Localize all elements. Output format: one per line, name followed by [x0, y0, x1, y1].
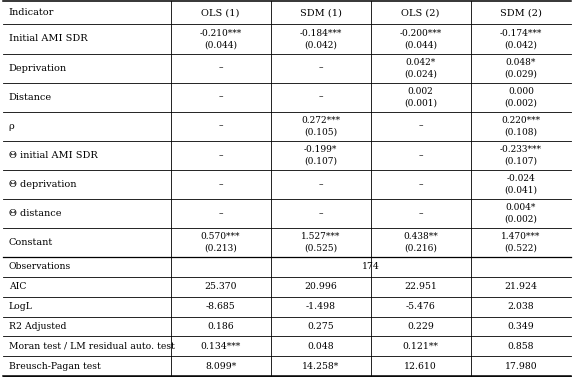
Text: OLS (2): OLS (2): [401, 8, 440, 17]
Text: –: –: [418, 122, 423, 131]
Text: 0.186: 0.186: [207, 322, 234, 331]
Text: R2 Adjusted: R2 Adjusted: [9, 322, 66, 331]
Text: 0.858: 0.858: [507, 342, 534, 351]
Text: -8.685: -8.685: [205, 302, 235, 311]
Text: –: –: [218, 122, 223, 131]
Text: -0.184***
(0.042): -0.184*** (0.042): [299, 29, 342, 49]
Text: -1.498: -1.498: [305, 302, 336, 311]
Text: 17.980: 17.980: [505, 362, 537, 371]
Text: OLS (1): OLS (1): [201, 8, 240, 17]
Text: -0.210***
(0.044): -0.210*** (0.044): [199, 29, 242, 49]
Text: –: –: [218, 64, 223, 72]
Text: -0.199*
(0.107): -0.199* (0.107): [304, 145, 337, 166]
Text: Initial AMI SDR: Initial AMI SDR: [9, 34, 87, 43]
Text: –: –: [218, 93, 223, 102]
Text: 0.121**: 0.121**: [402, 342, 439, 351]
Text: 1.527***
(0.525): 1.527*** (0.525): [301, 232, 340, 253]
Text: 0.000
(0.002): 0.000 (0.002): [505, 87, 537, 107]
Text: 2.038: 2.038: [507, 302, 534, 311]
Text: Distance: Distance: [9, 93, 52, 102]
Text: 0.048*
(0.029): 0.048* (0.029): [505, 58, 537, 78]
Text: 0.134***: 0.134***: [200, 342, 241, 351]
Text: 0.002
(0.001): 0.002 (0.001): [404, 87, 437, 107]
Text: Observations: Observations: [9, 262, 71, 271]
Text: -0.200***
(0.044): -0.200*** (0.044): [400, 29, 441, 49]
Text: 0.570***
(0.213): 0.570*** (0.213): [201, 232, 241, 253]
Text: 174: 174: [362, 262, 380, 271]
Text: –: –: [218, 151, 223, 160]
Text: 25.370: 25.370: [204, 282, 236, 291]
Text: -0.024
(0.041): -0.024 (0.041): [505, 174, 537, 195]
Text: –: –: [318, 64, 323, 72]
Text: –: –: [318, 93, 323, 102]
Text: 0.272***
(0.105): 0.272*** (0.105): [301, 116, 340, 136]
Text: –: –: [218, 180, 223, 189]
Text: 0.220***
(0.108): 0.220*** (0.108): [501, 116, 540, 136]
Text: 22.951: 22.951: [404, 282, 437, 291]
Text: SDM (2): SDM (2): [500, 8, 542, 17]
Text: 0.229: 0.229: [407, 322, 434, 331]
Text: –: –: [318, 209, 323, 218]
Text: Breusch-Pagan test: Breusch-Pagan test: [9, 362, 100, 371]
Text: –: –: [418, 151, 423, 160]
Text: 0.438**
(0.216): 0.438** (0.216): [403, 232, 438, 253]
Text: 0.004*
(0.002): 0.004* (0.002): [505, 203, 537, 224]
Text: Deprivation: Deprivation: [9, 64, 67, 72]
Text: -0.233***
(0.107): -0.233*** (0.107): [500, 145, 542, 166]
Text: 0.048: 0.048: [307, 342, 334, 351]
Text: –: –: [418, 180, 423, 189]
Text: LogL: LogL: [9, 302, 33, 311]
Text: -5.476: -5.476: [406, 302, 436, 311]
Text: Constant: Constant: [9, 238, 53, 247]
Text: –: –: [318, 180, 323, 189]
Text: SDM (1): SDM (1): [300, 8, 342, 17]
Text: 0.042*
(0.024): 0.042* (0.024): [404, 58, 437, 78]
Text: Indicator: Indicator: [9, 8, 54, 17]
Text: 8.099*: 8.099*: [205, 362, 236, 371]
Text: –: –: [218, 209, 223, 218]
Text: 1.470***
(0.522): 1.470*** (0.522): [501, 232, 541, 253]
Text: Θ deprivation: Θ deprivation: [9, 180, 76, 189]
Text: AIC: AIC: [9, 282, 26, 291]
Text: ρ: ρ: [9, 122, 14, 131]
Text: 21.924: 21.924: [505, 282, 537, 291]
Text: 0.275: 0.275: [307, 322, 334, 331]
Text: Θ distance: Θ distance: [9, 209, 61, 218]
Text: 12.610: 12.610: [404, 362, 437, 371]
Text: 14.258*: 14.258*: [302, 362, 339, 371]
Text: –: –: [418, 209, 423, 218]
Text: Θ initial AMI SDR: Θ initial AMI SDR: [9, 151, 98, 160]
Text: Moran test / LM residual auto. test: Moran test / LM residual auto. test: [9, 342, 174, 351]
Text: 20.996: 20.996: [304, 282, 337, 291]
Text: -0.174***
(0.042): -0.174*** (0.042): [499, 29, 542, 49]
Text: 0.349: 0.349: [507, 322, 534, 331]
